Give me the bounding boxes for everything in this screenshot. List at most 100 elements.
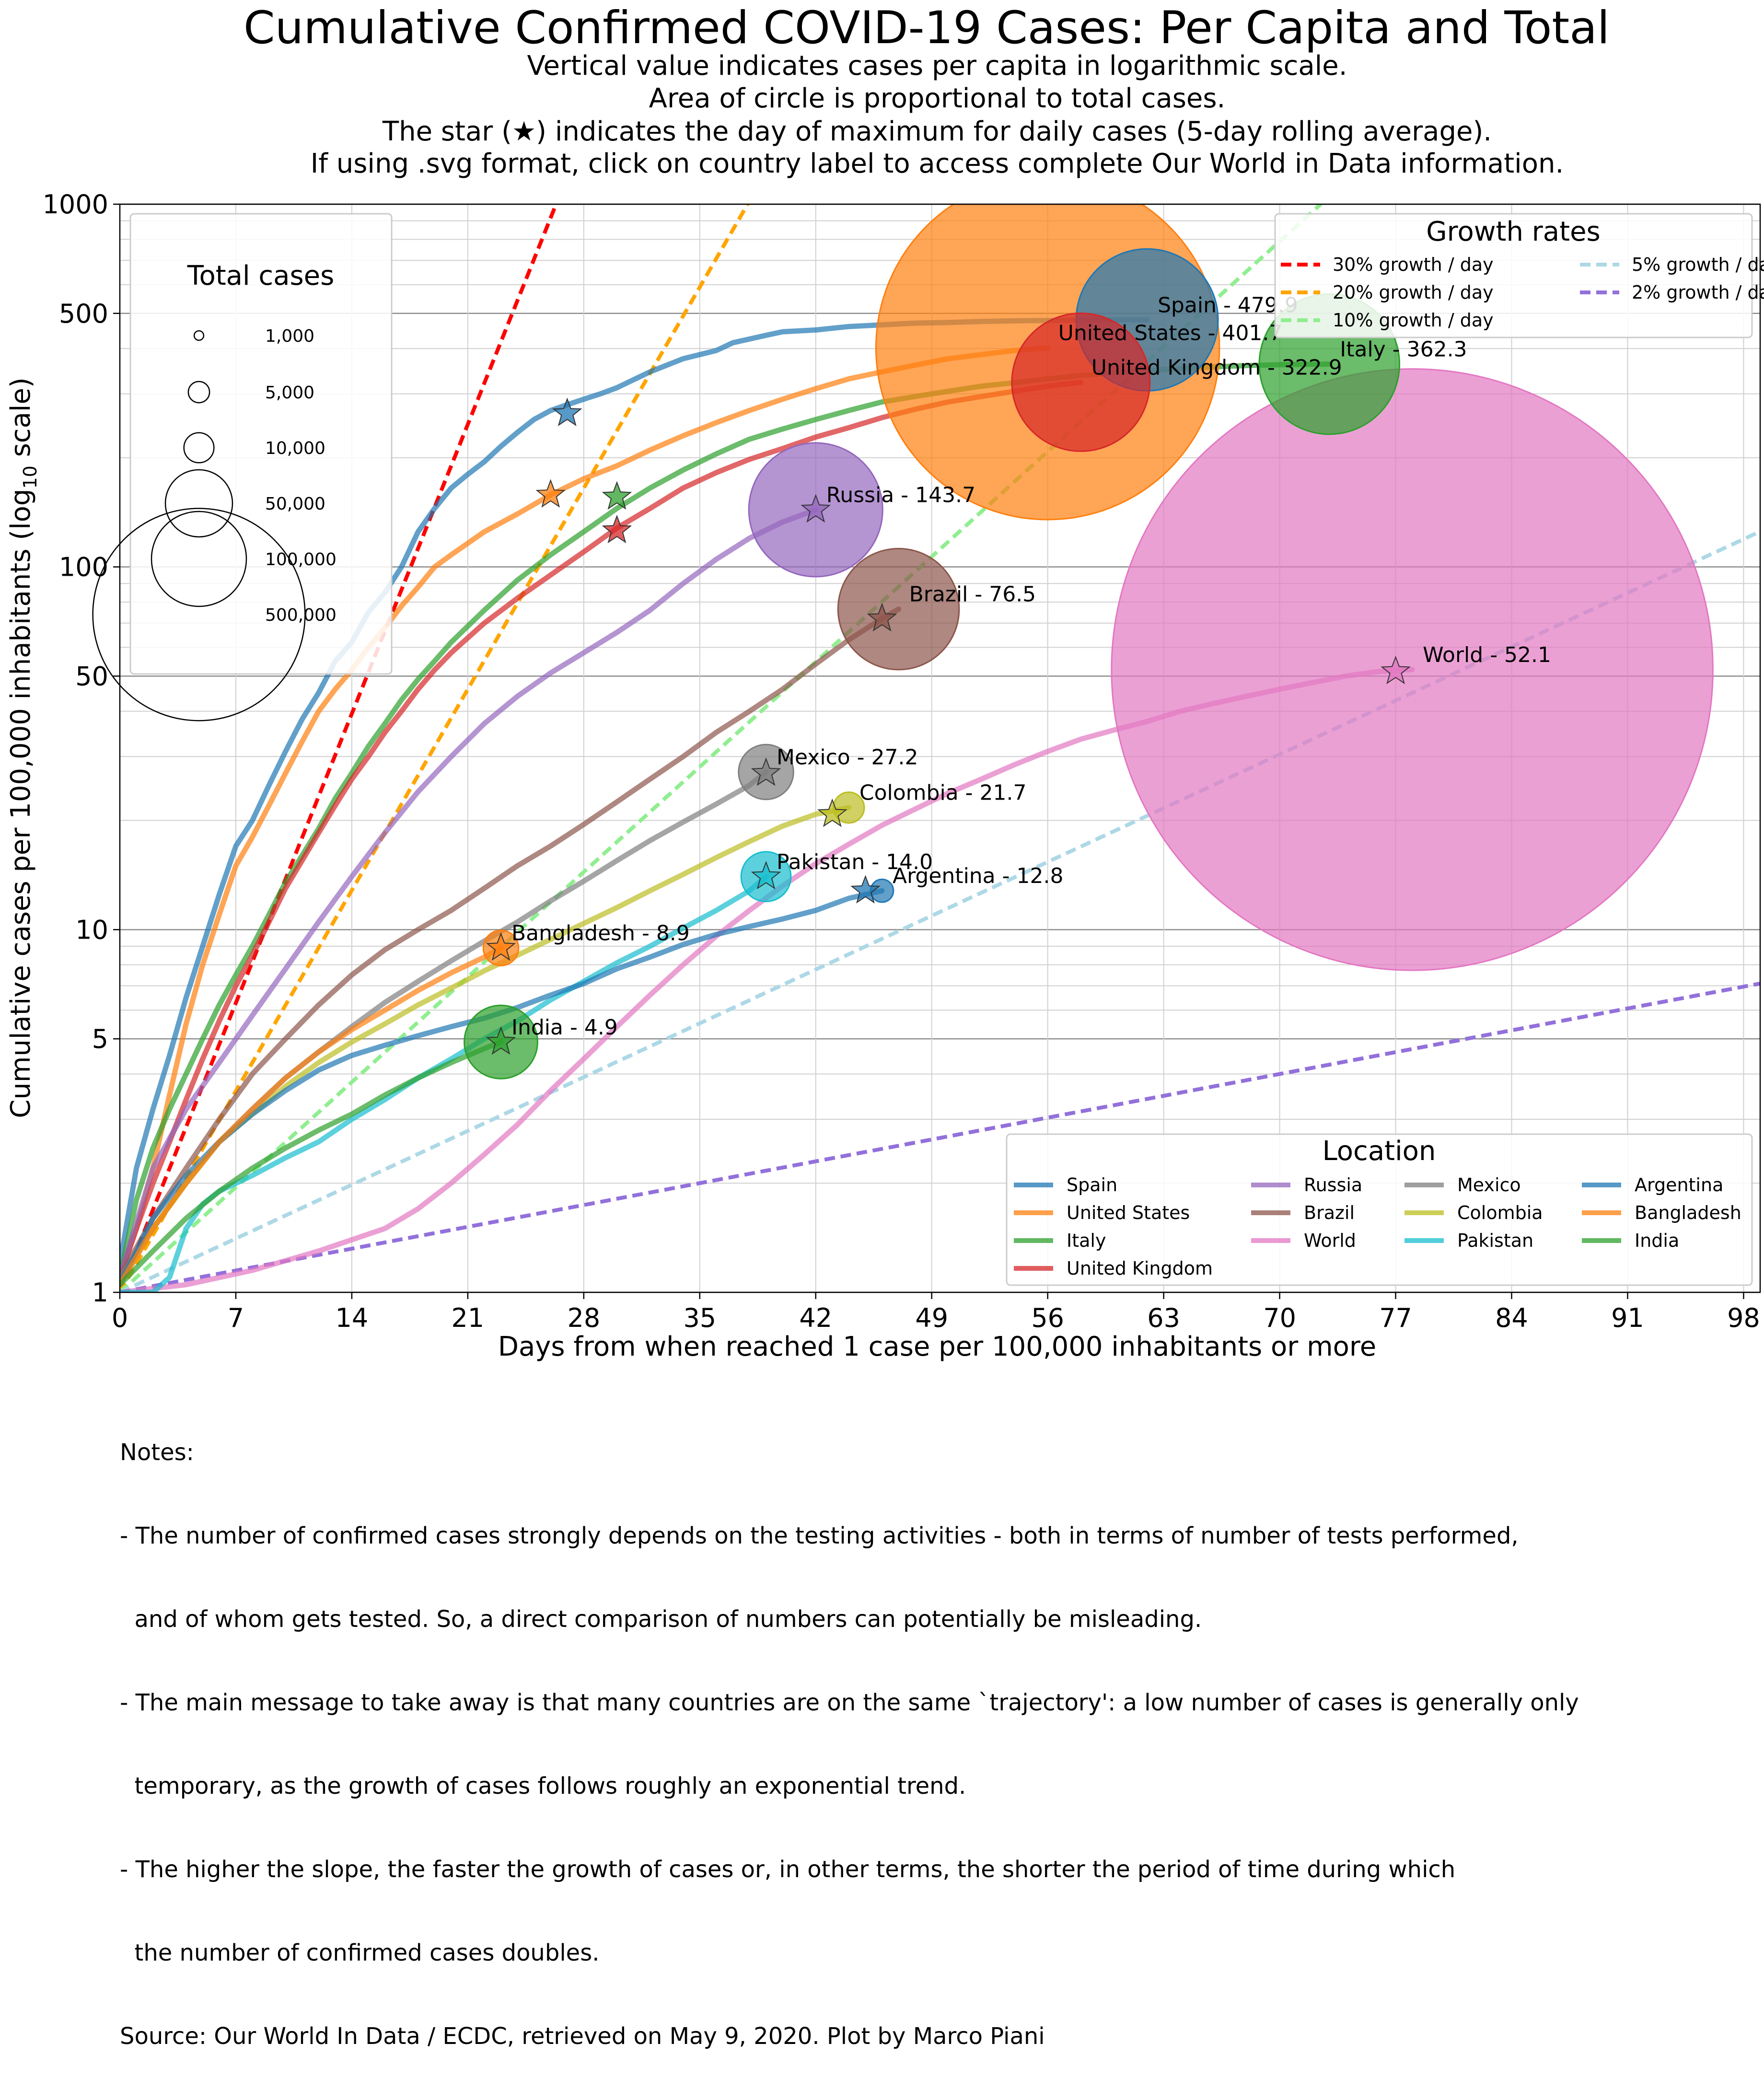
growth-rates-legend: Growth rates 30% growth / day 20% growth … [1274,213,1764,338]
country-label[interactable]: Colombia - 21.7 [859,781,1027,805]
x-tick-label: 77 [1379,1303,1412,1333]
chart-subtitle-1: Vertical value indicates cases per capit… [527,50,1347,81]
source-note: Source: Our World In Data / ECDC, retrie… [120,2023,1045,2050]
series-line [120,1039,504,1288]
growth-legend-label: 30% growth / day [1333,254,1494,275]
peak-star-marker [850,875,881,904]
location-legend-label: Pakistan [1457,1230,1533,1251]
location-legend-items: Spain United States Italy United Kingdom Rus… [1014,1174,1741,1279]
country-label[interactable]: United States - 401.7 [1058,321,1283,346]
location-legend-box [1006,1133,1753,1286]
size-legend-circle [183,432,215,464]
growth-legend-label: 2% growth / day [1632,282,1764,303]
x-tick-label: 84 [1495,1303,1528,1333]
size-legend-label: 50,000 [265,494,325,514]
growth-legend-label: 20% growth / day [1333,282,1494,303]
series-line [120,507,819,1280]
notes-heading: Notes: [120,1439,194,1466]
size-legend-label: 500,000 [265,605,337,625]
chart-canvas: Cumulative Confirmed COVID-19 Cases: Per… [5,2,1764,1362]
peak-star-marker [602,481,632,510]
chart-subtitle-4: If using .svg format, click on country l… [311,148,1564,179]
size-legend-circle [187,381,210,404]
growth-rates-legend-title: Growth rates [1426,216,1600,247]
note-line: temporary, as the growth of cases follow… [120,1773,966,1799]
growth-legend-label: 5% growth / day [1632,254,1764,275]
x-tick-label: 70 [1263,1303,1296,1333]
x-tick-label: 98 [1727,1303,1760,1333]
y-tick-label: 500 [59,299,108,329]
x-tick-label: 63 [1147,1303,1180,1333]
location-legend-label: Spain [1067,1174,1117,1196]
location-legend-label: Colombia [1457,1202,1543,1223]
country-label[interactable]: Mexico - 27.2 [777,745,918,770]
y-tick-label: 50 [75,661,108,691]
growth-rates-legend-items: 30% growth / day 20% growth / day 10% grow… [1281,254,1764,331]
location-legend-label: Bangladesh [1635,1202,1741,1223]
x-tick-label: 7 [228,1303,244,1333]
location-legend-label: India [1635,1230,1679,1251]
notes-block: Notes: - The number of confirmed cases s… [120,1383,1740,2078]
y-axis-label: Cumulative cases per 100,000 inhabitants… [5,377,41,1118]
y-axis-label-main: Cumulative cases per 100,000 inhabitants… [5,489,36,1118]
peak-star-marker [867,603,897,632]
x-tick-label: 35 [683,1303,716,1333]
total-cases-bubble [1011,313,1151,452]
size-legend-label: 10,000 [265,439,325,458]
country-label[interactable]: United Kingdom - 322.9 [1091,355,1342,380]
x-axis-label: Days from when reached 1 case per 100,00… [498,1331,1376,1362]
total-cases-legend-box [129,213,393,675]
note-line: - The higher the slope, the faster the g… [120,1856,1456,1883]
peak-star-marker [486,1026,516,1055]
peak-stars [486,397,1411,1055]
series-lines [120,317,1415,1292]
series-line [120,380,1084,1280]
peak-star-marker [602,514,632,544]
country-label[interactable]: India - 4.9 [511,1015,618,1040]
y-axis-label-sub: 10 [20,465,41,488]
total-cases-legend: Total cases 1,000 5,000 10,000 50,000 100,00… [92,213,393,721]
country-label[interactable]: Italy - 362.3 [1340,337,1467,362]
x-tick-label: 49 [915,1303,948,1333]
country-label[interactable]: World - 52.1 [1423,643,1551,667]
x-tick-label: 56 [1031,1303,1064,1333]
location-legend-label: United Kingdom [1067,1258,1213,1279]
x-tick-label: 42 [799,1303,832,1333]
location-legend: Location Spain United States Italy United K… [1006,1133,1753,1286]
x-tick-label: 14 [336,1303,369,1333]
chart-subtitle-3: The star (★) indicates the day of maximu… [382,116,1492,147]
country-label[interactable]: Russia - 143.7 [826,483,975,508]
growth-rates-legend-box [1274,213,1753,338]
chart-subtitle-2: Area of circle is proportional to total … [649,83,1226,114]
country-label[interactable]: Pakistan - 14.0 [777,850,933,874]
peak-star-marker [751,757,781,786]
location-legend-label: Argentina [1635,1174,1723,1196]
series-line [120,606,902,1280]
note-line: and of whom gets tested. So, a direct co… [120,1606,1202,1633]
peak-star-marker [535,479,566,508]
location-legend-label: Brazil [1304,1202,1355,1223]
note-line: - The main message to take away is that … [120,1689,1579,1716]
y-axis-label-tail: scale) [5,377,36,465]
peak-star-marker [801,494,831,523]
y-tick-label: 100 [59,552,108,582]
series-line [120,345,1051,1280]
x-tick-label: 0 [112,1303,128,1333]
country-label[interactable]: Brazil - 76.5 [909,582,1036,607]
note-line: the number of confirmed cases doubles. [120,1939,600,1966]
growth-line [120,981,1760,1292]
y-tick-label: 1000 [43,189,108,220]
peak-star-marker [486,932,516,961]
country-label[interactable]: Argentina - 12.8 [893,864,1063,888]
size-legend-circle [164,469,233,538]
size-legend-label: 5,000 [265,383,314,403]
peak-star-marker [552,397,582,427]
peak-star-marker [1381,655,1411,685]
country-label[interactable]: Bangladesh - 8.9 [511,921,690,946]
growth-legend-label: 10% growth / day [1333,310,1494,331]
x-tick-label: 91 [1611,1303,1644,1333]
location-legend-label: United States [1067,1202,1190,1223]
note-line: - The number of confirmed cases strongly… [120,1522,1519,1549]
size-legend-label: 100,000 [265,550,337,569]
y-tick-label: 10 [75,915,108,945]
